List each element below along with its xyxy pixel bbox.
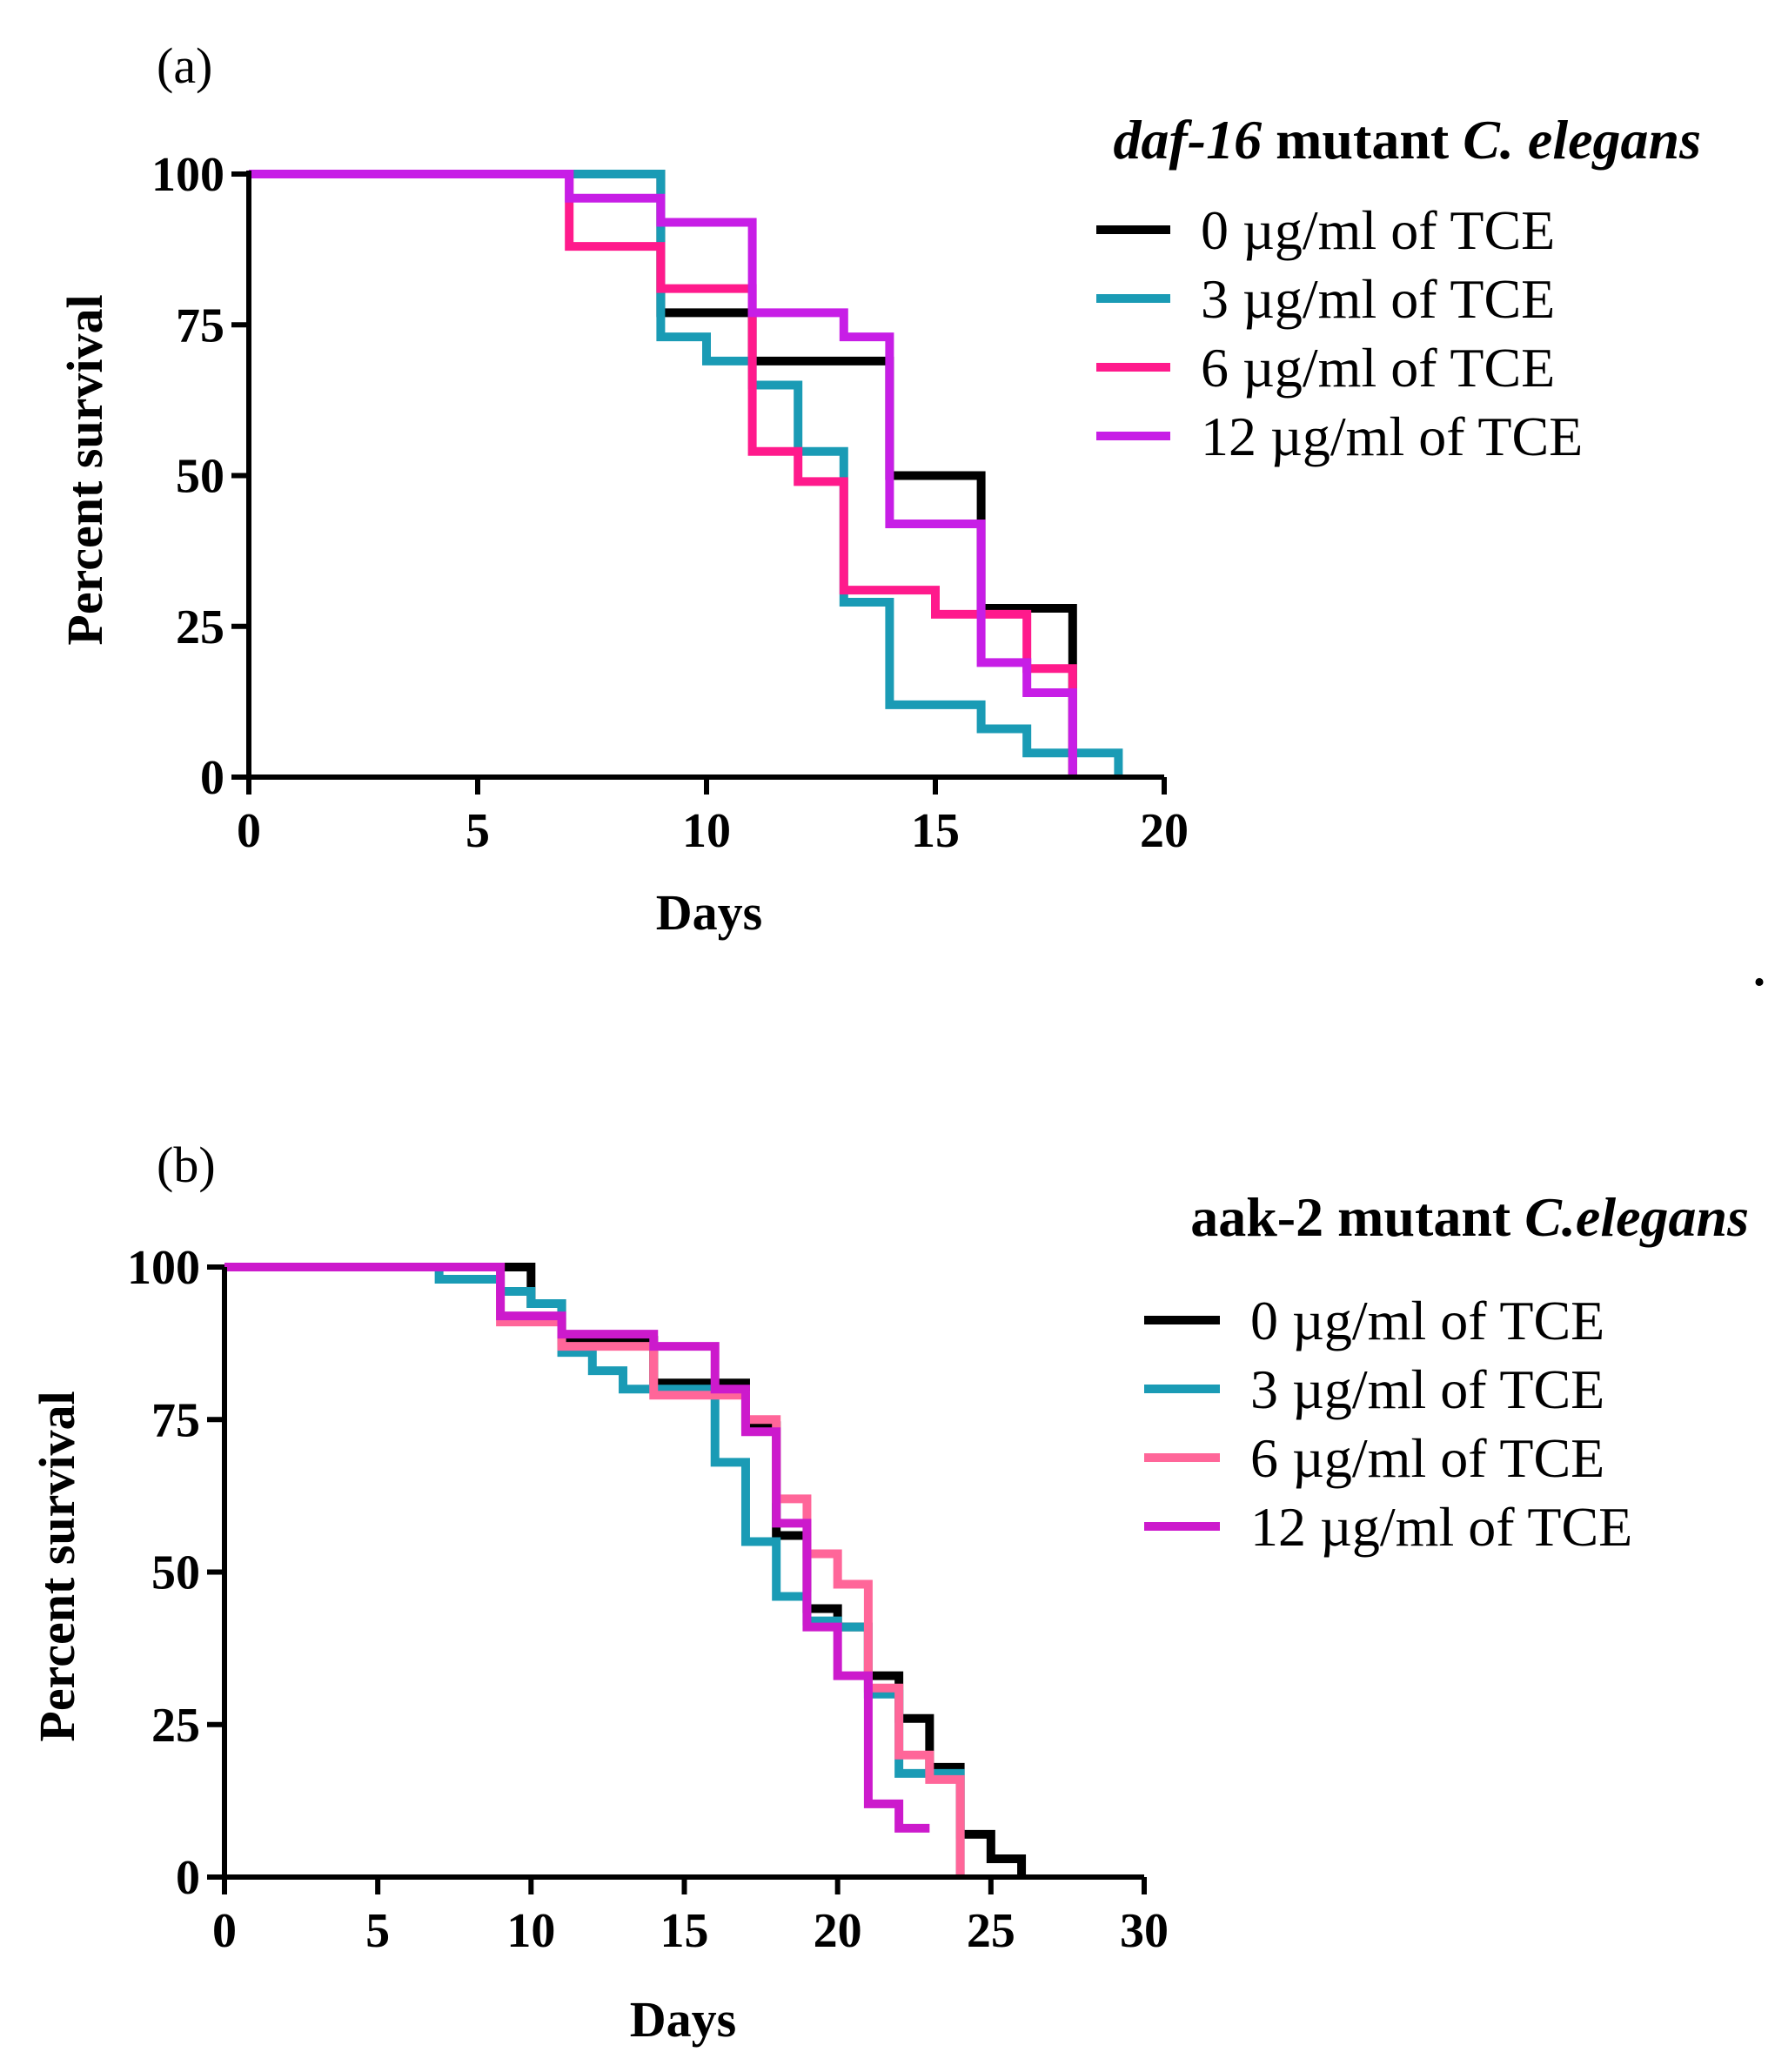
stray-dot: . xyxy=(1753,942,1765,996)
legend-label-0: 0 µg/ml of TCE xyxy=(1201,199,1555,261)
y-tick-label: 50 xyxy=(151,1546,200,1600)
series-line-1 xyxy=(224,1263,965,1877)
x-tick-label: 20 xyxy=(1140,804,1189,858)
y-tick-label: 25 xyxy=(176,600,224,654)
panel-b-legend-title: aak-2 mutant C.elegans xyxy=(1190,1186,1749,1248)
x-tick-label: 10 xyxy=(682,804,731,858)
x-tick-label: 25 xyxy=(967,1904,1015,1958)
legend-label-3: 12 µg/ml of TCE xyxy=(1250,1496,1632,1558)
panel-b: (b) aak-2 mutant C.elegans 0 µg/ml of TC… xyxy=(29,1137,1749,2048)
legend-label-1: 3 µg/ml of TCE xyxy=(1201,268,1555,330)
y-tick-label: 100 xyxy=(127,1241,200,1295)
legend-label-3: 12 µg/ml of TCE xyxy=(1201,406,1583,467)
series-line-2 xyxy=(249,170,1077,777)
legend-label-0: 0 µg/ml of TCE xyxy=(1250,1290,1604,1351)
y-tick-label: 25 xyxy=(151,1699,200,1753)
y-tick-label: 0 xyxy=(176,1851,200,1905)
panel-a-legend-title: daf-16 mutant C. elegans xyxy=(1113,109,1701,171)
legend-label-1: 3 µg/ml of TCE xyxy=(1250,1358,1604,1420)
x-tick-label: 0 xyxy=(237,804,261,858)
panel-a-axes xyxy=(246,171,1164,780)
x-tick-label: 5 xyxy=(365,1904,390,1958)
x-tick-label: 15 xyxy=(660,1904,709,1958)
panel-b-legend: 0 µg/ml of TCE 3 µg/ml of TCE 6 µg/ml of T… xyxy=(1144,1290,1632,1558)
x-tick-label: 15 xyxy=(911,804,960,858)
panel-a-series xyxy=(249,170,1123,777)
x-tick-label: 30 xyxy=(1120,1904,1169,1958)
panel-b-label: (b) xyxy=(157,1137,216,1193)
y-tick-label: 75 xyxy=(176,298,224,352)
y-tick-label: 0 xyxy=(200,751,224,805)
series-line-3 xyxy=(224,1263,930,1833)
panel-b-x-axis-title: Days xyxy=(630,1991,736,2048)
y-tick-label: 75 xyxy=(151,1393,200,1447)
series-line-3 xyxy=(249,170,1077,777)
y-tick-label: 100 xyxy=(151,148,224,202)
x-tick-label: 0 xyxy=(212,1904,237,1958)
x-tick-label: 5 xyxy=(466,804,490,858)
panel-a-ticks: 0 5 10 15 20 0 25 50 75 100 xyxy=(151,148,1189,858)
x-tick-label: 10 xyxy=(506,1904,555,1958)
panel-a: (a) daf-16 mutant C. elegans 0 µg/ml of … xyxy=(57,37,1701,941)
legend-label-2: 6 µg/ml of TCE xyxy=(1201,337,1555,399)
y-tick-label: 50 xyxy=(176,450,224,504)
series-line-0 xyxy=(224,1263,1027,1877)
panel-a-label: (a) xyxy=(157,37,212,94)
panel-b-series xyxy=(224,1263,1027,1877)
legend-label-2: 6 µg/ml of TCE xyxy=(1250,1427,1604,1489)
panel-a-legend: 0 µg/ml of TCE 3 µg/ml of TCE 6 µg/ml of T… xyxy=(1096,199,1583,467)
x-tick-label: 20 xyxy=(814,1904,862,1958)
panel-b-y-axis-title: Percent survival xyxy=(29,1391,85,1741)
panel-b-ticks: 0 5 10 15 20 25 30 0 25 50 75 100 xyxy=(127,1241,1169,1958)
panel-a-y-axis-title: Percent survival xyxy=(57,294,113,645)
panel-a-x-axis-title: Days xyxy=(656,884,762,941)
panel-b-axes xyxy=(222,1267,1144,1880)
series-line-1 xyxy=(249,170,1123,777)
